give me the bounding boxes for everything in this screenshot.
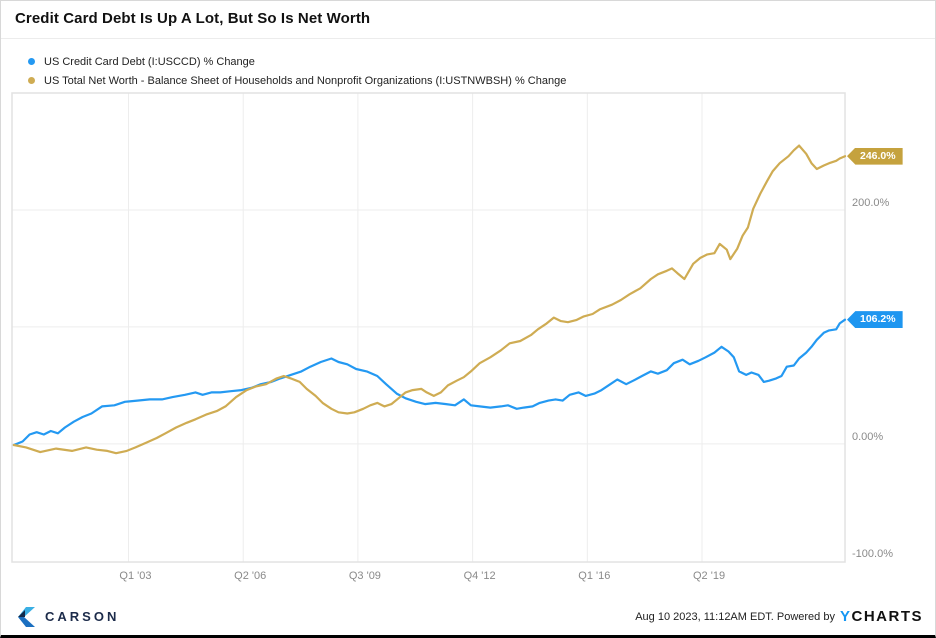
timestamp: Aug 10 2023, 11:12AM EDT. Powered by: [635, 610, 835, 623]
title-divider: [1, 38, 935, 39]
footer: CARSON Aug 10 2023, 11:12AM EDT. Powered…: [1, 600, 935, 633]
x-axis-label: Q1 '03: [119, 570, 152, 582]
legend-dot-blue-icon: [28, 58, 35, 65]
legend: US Credit Card Debt (I:USCCD) % Change U…: [28, 52, 566, 90]
ycharts-logo: YCHARTS: [839, 608, 923, 625]
y-axis-label: 0.00%: [852, 430, 884, 443]
carson-logo: CARSON: [15, 606, 119, 628]
x-axis-label: Q2 '19: [693, 570, 726, 582]
legend-item-credit-card-debt: US Credit Card Debt (I:USCCD) % Change: [28, 52, 566, 71]
y-axis-label: 200.0%: [852, 196, 890, 209]
footer-attribution: Aug 10 2023, 11:12AM EDT. Powered by YCH…: [635, 608, 923, 625]
chart-title: Credit Card Debt Is Up A Lot, But So Is …: [15, 10, 371, 27]
x-axis-label: Q3 '09: [348, 570, 381, 582]
series-line-1: [12, 144, 847, 455]
end-value-badge: 106.2%: [847, 311, 903, 329]
legend-label: US Credit Card Debt (I:USCCD) % Change: [44, 55, 255, 68]
end-value-badge: 246.0%: [847, 147, 903, 165]
carson-wordmark: CARSON: [45, 609, 120, 624]
carson-chevron-icon: [18, 606, 35, 627]
x-axis-label: Q4 '12: [463, 570, 496, 582]
y-axis-label: -100.0%: [852, 547, 893, 560]
legend-label: US Total Net Worth - Balance Sheet of Ho…: [44, 74, 567, 87]
series-line-0: [12, 318, 847, 447]
x-axis-label: Q1 '16: [578, 570, 611, 582]
plot-border: [11, 92, 846, 563]
legend-item-net-worth: US Total Net Worth - Balance Sheet of Ho…: [28, 71, 566, 90]
legend-dot-gold-icon: [28, 77, 35, 84]
x-axis-label: Q2 '06: [234, 570, 267, 582]
